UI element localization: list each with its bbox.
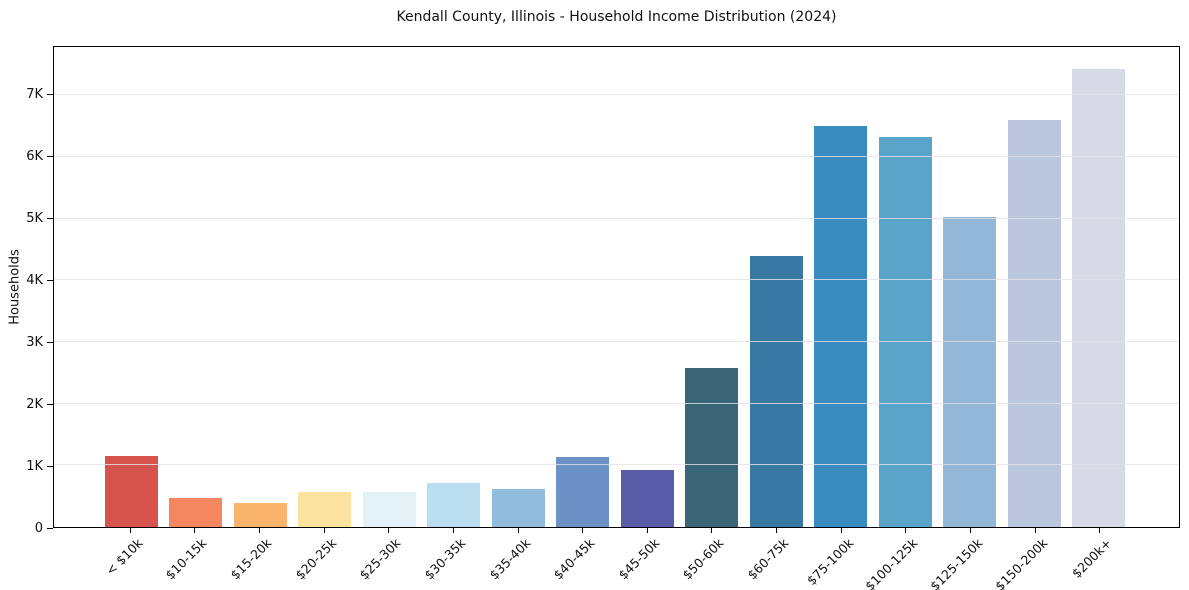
bar-$60-75k — [749, 256, 803, 527]
x-tick-mark — [452, 528, 454, 533]
x-tick-mark — [969, 528, 971, 533]
bar-$15-20k — [233, 502, 287, 527]
bar-$10-15k — [169, 498, 223, 527]
y-tick-label: 5K — [26, 210, 43, 226]
bar-slot — [873, 47, 938, 527]
y-tick-label: 1K — [26, 458, 43, 474]
x-tick-label-text: $75-100k — [803, 535, 857, 588]
x-tick-mark — [259, 528, 261, 533]
x-tick-label-text: $125-150k — [927, 535, 986, 590]
bar-$40-45k — [556, 456, 610, 527]
chart-title: Kendall County, Illinois - Household Inc… — [396, 9, 837, 25]
x-tick-mark — [776, 528, 778, 533]
bar-slot — [228, 47, 293, 527]
x-tick-label-text: $30-35k — [421, 535, 469, 583]
bar-$200k+ — [1072, 69, 1126, 527]
y-tick-mark — [47, 280, 53, 282]
bar-$45-50k — [620, 470, 674, 527]
x-tick-mark — [129, 528, 131, 533]
bar-slot — [809, 47, 874, 527]
bar-slot — [1002, 47, 1067, 527]
y-tick-mark — [47, 404, 53, 406]
x-tick-mark — [517, 528, 519, 533]
x-tick-mark — [194, 528, 196, 533]
y-tick-mark — [47, 94, 53, 96]
bar-$50-60k — [685, 367, 739, 527]
y-tick-label: 3K — [26, 334, 43, 350]
x-tick-mark — [388, 528, 390, 533]
x-tick-mark — [711, 528, 713, 533]
x-tick-mark — [323, 528, 325, 533]
x-tick-label-text: $20-25k — [292, 535, 340, 583]
x-tick-label-text: $40-45k — [550, 535, 598, 583]
bars-container — [54, 47, 1179, 527]
bar-slot — [293, 47, 358, 527]
y-tick-label: 6K — [26, 148, 43, 164]
bar-slot — [1067, 47, 1132, 527]
x-tick-mark — [1099, 528, 1101, 533]
x-tick-mark — [1034, 528, 1036, 533]
bar-$30-35k — [427, 483, 481, 527]
bar-slot — [615, 47, 680, 527]
x-tick-label-text: $50-60k — [679, 535, 727, 583]
bar-slot — [680, 47, 745, 527]
bar-$35-40k — [491, 489, 545, 527]
bar-slot — [357, 47, 422, 527]
bar-slot — [164, 47, 229, 527]
x-tick-mark — [582, 528, 584, 533]
y-tick-mark — [47, 218, 53, 220]
x-tick-label-text: $150-200k — [991, 535, 1050, 590]
bar-slot — [938, 47, 1003, 527]
x-tick-label-text: $200k+ — [1068, 535, 1115, 581]
bar-slot — [486, 47, 551, 527]
y-tick-label: 2K — [26, 396, 43, 412]
x-tick-label-text: $45-50k — [615, 535, 663, 583]
plot-area — [53, 46, 1180, 528]
bar-slot — [99, 47, 164, 527]
bar-$150-200k — [1007, 120, 1061, 527]
x-tick-label-text: $35-40k — [485, 535, 533, 583]
x-tick-label-text: $25-30k — [356, 535, 404, 583]
bar-$100-125k — [878, 137, 932, 527]
x-tick-mark — [646, 528, 648, 533]
bar-$20-25k — [298, 491, 352, 527]
x-tick-label-text: $15-20k — [227, 535, 275, 583]
y-tick-mark — [47, 528, 53, 529]
bar-slot — [551, 47, 616, 527]
bar-slot — [422, 47, 487, 527]
x-tick-label-text: $60-75k — [744, 535, 792, 583]
y-tick-mark — [47, 466, 53, 468]
y-tick-label: 7K — [26, 86, 43, 102]
x-tick-label-text: < $10k — [102, 535, 146, 579]
x-tick-label-text: $10-15k — [162, 535, 210, 583]
bar-slot — [744, 47, 809, 527]
y-tick-label: 4K — [26, 272, 43, 288]
y-tick-mark — [47, 342, 53, 344]
x-tick-label-text: $100-125k — [862, 535, 921, 590]
bar-$75-100k — [814, 125, 868, 527]
y-tick-mark — [47, 156, 53, 158]
bar-$25-30k — [362, 491, 416, 527]
x-tick-mark — [840, 528, 842, 533]
bar-< $10k — [104, 456, 158, 527]
y-tick-label: 0 — [34, 520, 43, 536]
bar-$125-150k — [943, 217, 997, 527]
x-tick-mark — [905, 528, 907, 533]
y-axis-label-text: Households — [7, 249, 23, 325]
